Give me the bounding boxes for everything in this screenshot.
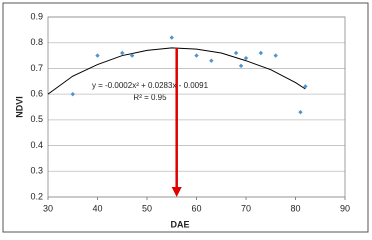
y-tick-label: 0.7: [30, 63, 43, 73]
y-tick-label: 0.9: [30, 11, 43, 21]
y-tick-label: 0.8: [30, 37, 43, 47]
point: [258, 50, 264, 56]
point: [303, 84, 308, 89]
x-tick-label: 40: [92, 203, 102, 213]
point: [238, 63, 244, 69]
r-squared: R² = 0.95: [133, 93, 167, 102]
point: [70, 91, 75, 97]
y-tick-label: 0.5: [30, 114, 43, 124]
point: [169, 35, 174, 40]
frame: [2, 2, 369, 233]
point: [243, 55, 249, 61]
x-tick-label: 60: [191, 203, 201, 213]
x-tick-label: 50: [142, 203, 152, 213]
point: [95, 53, 100, 58]
x-tick-label: 70: [241, 203, 251, 213]
point: [209, 58, 214, 63]
equation: y = -0.0002x² + 0.0283x - 0.0091: [92, 81, 209, 90]
y-tick-label: 0.2: [30, 191, 43, 201]
point: [233, 50, 239, 56]
y-tick-label: 0.6: [30, 89, 43, 99]
arrow-head: [171, 187, 182, 197]
y-tick-label: 0.4: [30, 140, 43, 150]
point: [194, 53, 199, 58]
point: [120, 50, 125, 56]
plot-border: [47, 16, 346, 198]
point: [298, 109, 303, 115]
x-tick-label: 90: [340, 203, 350, 213]
x-axis-title: DAE: [170, 219, 189, 229]
point: [273, 53, 278, 58]
y-tick-label: 0.3: [30, 166, 43, 176]
trendline: [47, 47, 306, 95]
point: [129, 53, 135, 58]
x-tick-label: 80: [290, 203, 300, 213]
y-axis-title: NDVI: [14, 96, 24, 118]
x-tick-label: 30: [43, 203, 53, 213]
